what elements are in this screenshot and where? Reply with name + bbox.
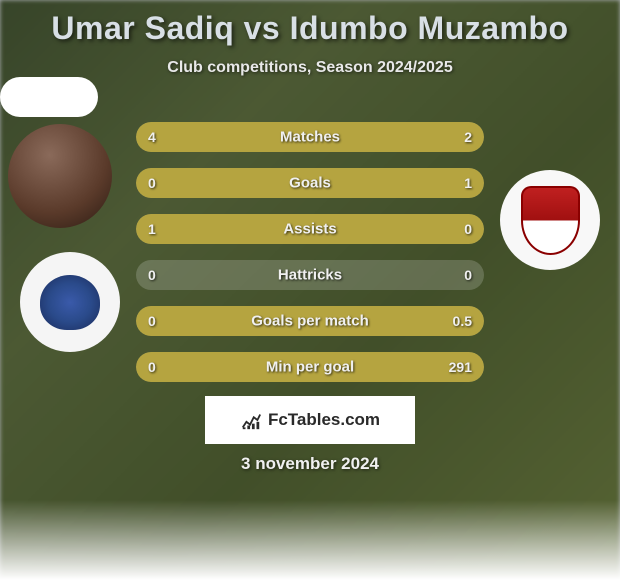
stat-label: Goals per match: [251, 313, 369, 330]
stat-value-left: 0: [148, 359, 156, 375]
stat-row: 0 Goals 1: [136, 168, 484, 198]
stat-label: Min per goal: [266, 359, 354, 376]
stat-value-right: 291: [449, 359, 472, 375]
stat-value-left: 4: [148, 129, 156, 145]
club-logo-right: [500, 170, 600, 270]
stat-row: 4 Matches 2: [136, 122, 484, 152]
stat-row: 0 Goals per match 0.5: [136, 306, 484, 336]
branding-badge: FcTables.com: [205, 396, 415, 444]
stat-label: Matches: [280, 129, 340, 146]
club-logo-left: [20, 252, 120, 352]
stat-value-right: 0: [464, 267, 472, 283]
branding-text: FcTables.com: [268, 410, 380, 430]
stat-value-right: 2: [464, 129, 472, 145]
subtitle: Club competitions, Season 2024/2025: [0, 59, 620, 77]
stat-value-right: 0.5: [453, 313, 472, 329]
player-avatar-left: [8, 124, 112, 228]
stat-value-right: 0: [464, 221, 472, 237]
comparison-title: Umar Sadiq vs Idumbo Muzambo: [0, 0, 620, 47]
stat-row: 0 Min per goal 291: [136, 352, 484, 382]
stat-value-left: 1: [148, 221, 156, 237]
stat-row: 0 Hattricks 0: [136, 260, 484, 290]
player-avatar-right: [0, 77, 98, 117]
stat-value-left: 0: [148, 313, 156, 329]
chart-icon: [240, 409, 262, 431]
stat-value-right: 1: [464, 175, 472, 191]
date-label: 3 november 2024: [241, 454, 379, 474]
stat-label: Goals: [289, 175, 331, 192]
stat-value-left: 0: [148, 175, 156, 191]
stats-block: 4 Matches 2 0 Goals 1 1 Assists 0 0 Hattricks 0 0 Goa…: [136, 122, 484, 398]
stat-label: Hattricks: [278, 267, 342, 284]
stat-value-left: 0: [148, 267, 156, 283]
stat-label: Assists: [283, 221, 336, 238]
stat-row: 1 Assists 0: [136, 214, 484, 244]
